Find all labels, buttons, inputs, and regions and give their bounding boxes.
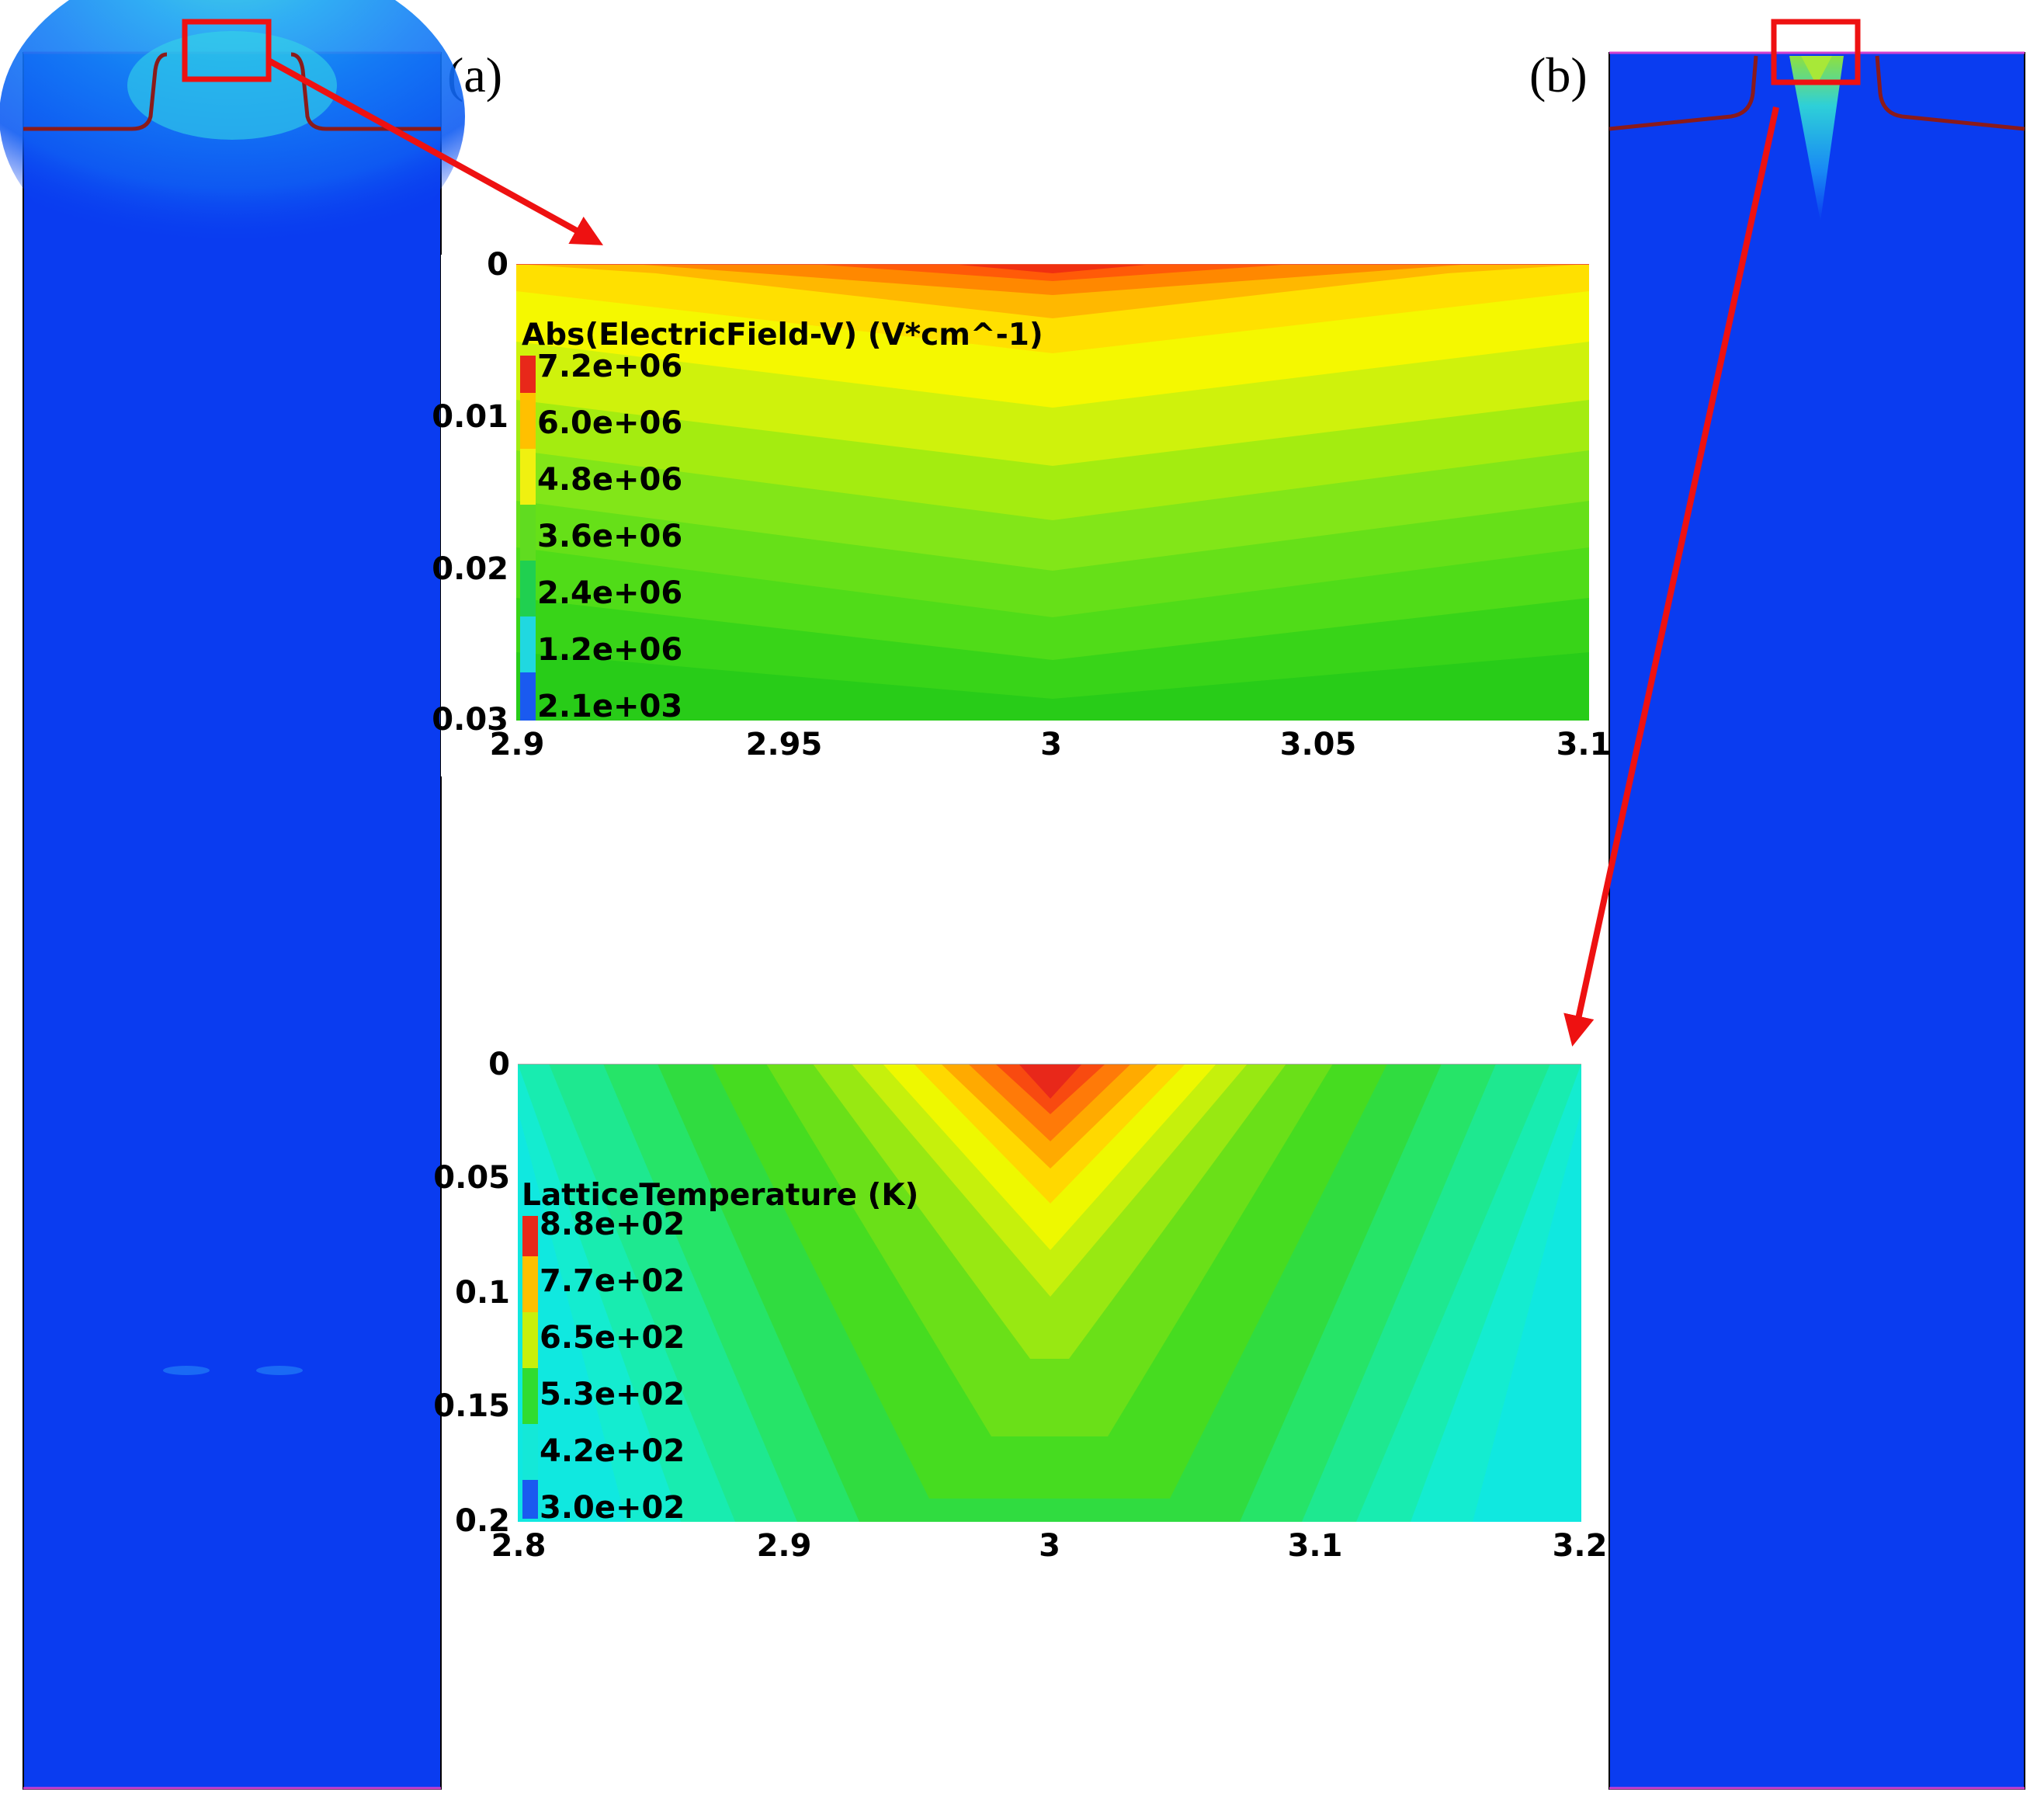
lt-y-tick-3: 0.15 (433, 1388, 510, 1424)
ef-x-tick-0: 2.9 (490, 727, 545, 762)
ef-cb-label-5: 1.2e+06 (537, 632, 682, 668)
lt-x-tick-4: 3.2 (1553, 1528, 1608, 1564)
ef-band-12 (951, 264, 1154, 273)
device-b (1608, 19, 2025, 1790)
lt-y-tick-1: 0.05 (433, 1160, 510, 1196)
heatmap-lattice-temperature: LatticeTemperature (K) 8.8e+02 7.7e+02 6… (433, 1047, 1607, 1564)
heatmap-electric-field: Abs(ElectricField-V) (V*cm^-1) 7.2e+06 6… (432, 247, 1611, 776)
lt-x-tick-2: 3 (1039, 1528, 1060, 1564)
ef-cb-label-4: 2.4e+06 (537, 575, 682, 611)
lt-y-tick-4: 0.2 (455, 1503, 510, 1539)
ef-colorbar-title: Abs(ElectricField-V) (V*cm^-1) (522, 318, 1043, 353)
ef-cb-label-1: 6.0e+06 (537, 405, 682, 441)
ef-x-tick-2: 3 (1040, 727, 1062, 762)
zoom-box-a (182, 19, 272, 82)
ef-cb-label-6: 2.1e+03 (537, 689, 682, 724)
lt-cb-label-4: 4.2e+02 (540, 1433, 685, 1469)
lt-cb-label-1: 7.7e+02 (540, 1263, 685, 1299)
lt-colorbar (522, 1216, 538, 1519)
zoom-box-b (1771, 19, 1861, 85)
lt-cb-label-0: 8.8e+02 (540, 1207, 685, 1242)
lt-plot-area (518, 1064, 1581, 1522)
ef-cb-label-3: 3.6e+06 (537, 519, 682, 554)
zoom-arrow-b (1563, 106, 1779, 1047)
ef-cb-label-2: 4.8e+06 (537, 462, 682, 498)
panel-label-b: (b) (1529, 47, 1588, 102)
ef-cb-label-0: 7.2e+06 (537, 349, 682, 384)
ef-x-tick-4: 3.1 (1556, 727, 1612, 762)
lt-y-tick-2: 0.1 (455, 1275, 510, 1311)
ef-plot-area (516, 264, 1589, 721)
lt-cb-label-3: 5.3e+02 (540, 1377, 685, 1412)
device-a (0, 0, 465, 1790)
ef-y-tick-2: 0.02 (432, 551, 508, 587)
lt-x-tick-0: 2.8 (491, 1528, 547, 1564)
ef-y-tick-1: 0.01 (432, 399, 508, 435)
lt-colorbar-title: LatticeTemperature (K) (522, 1178, 918, 1213)
ef-y-tick-3: 0.03 (432, 702, 508, 738)
lt-cb-label-5: 3.0e+02 (540, 1490, 685, 1526)
lt-cb-label-2: 6.5e+02 (540, 1320, 685, 1356)
lt-x-tick-1: 2.9 (757, 1528, 812, 1564)
ef-y-tick-0: 0 (487, 247, 508, 283)
ef-x-tick-3: 3.05 (1280, 727, 1357, 762)
zoom-arrow-a (267, 57, 604, 245)
lt-x-tick-3: 3.1 (1288, 1528, 1343, 1564)
ef-x-tick-1: 2.95 (746, 727, 823, 762)
ef-colorbar (520, 356, 536, 721)
lt-y-tick-0: 0 (488, 1047, 510, 1082)
lt-band-15 (1019, 1064, 1082, 1099)
